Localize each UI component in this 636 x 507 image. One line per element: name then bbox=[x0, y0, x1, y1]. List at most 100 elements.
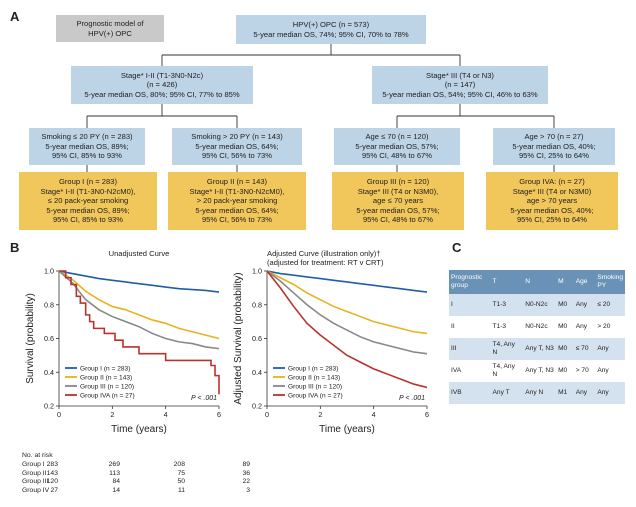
table-cell: Any bbox=[573, 294, 596, 316]
table-header: T bbox=[490, 270, 524, 294]
table-cell: Any bbox=[595, 360, 625, 382]
table-cell: Any bbox=[595, 338, 625, 360]
age-high-line-3: 95% CI, 25% to 64% bbox=[518, 151, 590, 161]
x-tick-label: 2 bbox=[318, 410, 322, 419]
at-risk-value: 283 bbox=[46, 461, 58, 468]
at-risk-value: 120 bbox=[46, 478, 58, 486]
y-tick-label: 0.6 bbox=[252, 334, 262, 343]
smoking-low-line-3: 95% CI, 85% to 93% bbox=[51, 151, 123, 161]
root-line-1: HPV(+) OPC (n = 573) bbox=[292, 19, 370, 29]
at-risk-value: 27 bbox=[50, 486, 58, 494]
model-title-line-1: Prognostic model of bbox=[76, 18, 144, 28]
group-3-node: Group III (n = 120) Stage* III (T4 or N3… bbox=[332, 172, 464, 230]
table-cell: Any bbox=[573, 316, 596, 338]
stage-3-line-3: 5-year median OS, 54%; 95% CI, 46% to 63… bbox=[382, 89, 538, 99]
survival-curve-3 bbox=[266, 270, 428, 355]
group-4a-line-3: age > 70 years bbox=[526, 196, 578, 206]
group-2-line-2: Stage* I-II (T1-3N0-N2cM0), bbox=[189, 186, 285, 196]
smoking-high-line-3: 95% CI, 56% to 73% bbox=[201, 151, 273, 161]
table-cell: Any T, N3 bbox=[523, 338, 557, 360]
at-risk-value: 84 bbox=[112, 478, 120, 486]
panel-label-a: A bbox=[10, 9, 20, 24]
unadjusted-survival-chart: Unadjusted Curve 0.2 0.4 0.6 0.8 1.0 0 2 4 6 Time … bbox=[25, 249, 221, 435]
table-cell: IVB bbox=[449, 382, 491, 404]
at-risk-value: 143 bbox=[46, 469, 58, 477]
table-row: I T1-3 N0-N2c M0 Any ≤ 20 bbox=[449, 294, 625, 316]
model-title-line-2: HPV(+) OPC bbox=[88, 28, 132, 38]
table-header: M bbox=[556, 270, 574, 294]
group-3-line-5: 95% CI, 48% to 67% bbox=[362, 215, 434, 225]
group-1-line-5: 95% CI, 85% to 93% bbox=[52, 215, 124, 225]
smoking-low-line-2: 5-year median OS, 89%; bbox=[45, 141, 129, 151]
x-tick-label: 4 bbox=[164, 410, 168, 419]
age-low-line-3: 95% CI, 48% to 67% bbox=[361, 151, 433, 161]
group-4a-line-2: Stage* III (T4 or N3M0) bbox=[512, 186, 592, 196]
group-3-line-1: Group III (n = 120) bbox=[366, 177, 430, 187]
group-1-line-3: ≤ 20 pack-year smoking bbox=[47, 196, 129, 206]
y-tick-label: 0.2 bbox=[44, 402, 54, 411]
at-risk-value: 208 bbox=[173, 461, 185, 468]
table-cell: Any bbox=[595, 382, 625, 404]
stage-3-node: Stage* III (T4 or N3) (n = 147) 5-year m… bbox=[372, 66, 548, 104]
table-header: N bbox=[523, 270, 557, 294]
stage-1-2-line-3: 5-year median OS, 80%; 95% CI, 77% to 85… bbox=[84, 89, 240, 99]
table-cell: Any T, N3 bbox=[523, 360, 557, 382]
x-tick-label: 4 bbox=[372, 410, 376, 419]
survival-curve-4 bbox=[59, 270, 220, 395]
tree-connectors bbox=[86, 44, 555, 172]
chart-title: Unadjusted Curve bbox=[109, 249, 170, 258]
age-high-node: Age > 70 (n = 27) 5-year median OS, 40%;… bbox=[493, 128, 615, 165]
table-cell: ≤ 20 bbox=[595, 294, 625, 316]
table-cell: M0 bbox=[556, 338, 574, 360]
table-cell: M0 bbox=[556, 360, 574, 382]
group-4a-line-1: Group IVA: (n = 27) bbox=[519, 177, 585, 187]
survival-curve-4 bbox=[266, 270, 428, 389]
stage-1-2-line-1: Stage* I-II (T1-3N0-N2c) bbox=[120, 70, 204, 80]
root-node: HPV(+) OPC (n = 573) 5-year median OS, 7… bbox=[236, 15, 426, 44]
y-axis-label: Adjusted Survival (probability) bbox=[233, 272, 244, 404]
at-risk-value: 22 bbox=[242, 478, 250, 486]
stage-1-2-line-2: (n = 426) bbox=[146, 80, 178, 90]
at-risk-value: 11 bbox=[177, 486, 185, 494]
group-2-line-1: Group II (n = 143) bbox=[206, 177, 268, 187]
table-row: II T1-3 N0-N2c M0 Any > 20 bbox=[449, 316, 625, 338]
smoking-low-line-1: Smoking ≤ 20 PY (n = 283) bbox=[41, 132, 133, 142]
group-3-line-4: 5-year median OS, 57%; bbox=[356, 205, 440, 215]
table-cell: T1-3 bbox=[490, 316, 524, 338]
survival-curve-3 bbox=[58, 270, 220, 350]
table-cell: ≤ 70 bbox=[573, 338, 596, 360]
table-cell: Any T bbox=[490, 382, 524, 404]
adjusted-survival-chart: Adjusted Curve (illustration only)†(adju… bbox=[233, 249, 429, 435]
legend-label: Group II (n = 143) bbox=[80, 375, 132, 382]
y-tick-label: 0.4 bbox=[44, 368, 54, 377]
table-header: Age bbox=[573, 270, 596, 294]
group-3-line-3: age ≤ 70 years bbox=[372, 196, 424, 206]
stage-3-line-2: (n = 147) bbox=[444, 80, 476, 90]
table-cell: II bbox=[449, 316, 491, 338]
y-tick-label: 0.8 bbox=[44, 300, 54, 309]
group-1-node: Group I (n = 283) Stage* I-II (T1-3N0-N2… bbox=[19, 172, 157, 230]
table-header: Prognostic group bbox=[449, 270, 491, 294]
legend-label: Group II (n = 143) bbox=[288, 375, 340, 382]
table-row: III T4, Any N Any T, N3 M0 ≤ 70 Any bbox=[449, 338, 625, 360]
table-cell: M0 bbox=[556, 316, 574, 338]
table-cell: Any bbox=[573, 382, 596, 404]
at-risk-value: 14 bbox=[112, 486, 120, 494]
root-line-2: 5-year median OS, 74%; 95% CI, 70% to 78… bbox=[253, 29, 409, 39]
x-tick-label: 0 bbox=[57, 410, 61, 419]
panel-label-b: B bbox=[10, 240, 20, 255]
y-tick-label: 1.0 bbox=[44, 267, 54, 276]
table-cell: N0-N2c bbox=[523, 294, 557, 316]
at-risk-value: 50 bbox=[177, 478, 185, 486]
p-value-label: P < .001 bbox=[191, 395, 217, 402]
survival-curve-2 bbox=[266, 270, 428, 335]
age-low-line-1: Age ≤ 70 (n = 120) bbox=[365, 132, 429, 142]
y-tick-label: 0.6 bbox=[44, 334, 54, 343]
legend-label: Group IVA (n = 27) bbox=[288, 393, 343, 400]
at-risk-row-label: Group III bbox=[22, 478, 49, 486]
at-risk-row-label: Group IV bbox=[22, 486, 50, 494]
table-cell: T4, Any N bbox=[490, 338, 524, 360]
survival-curve-2 bbox=[58, 270, 220, 340]
y-tick-label: 0.4 bbox=[252, 368, 262, 377]
group-1-line-4: 5-year median OS, 89%; bbox=[46, 205, 130, 215]
